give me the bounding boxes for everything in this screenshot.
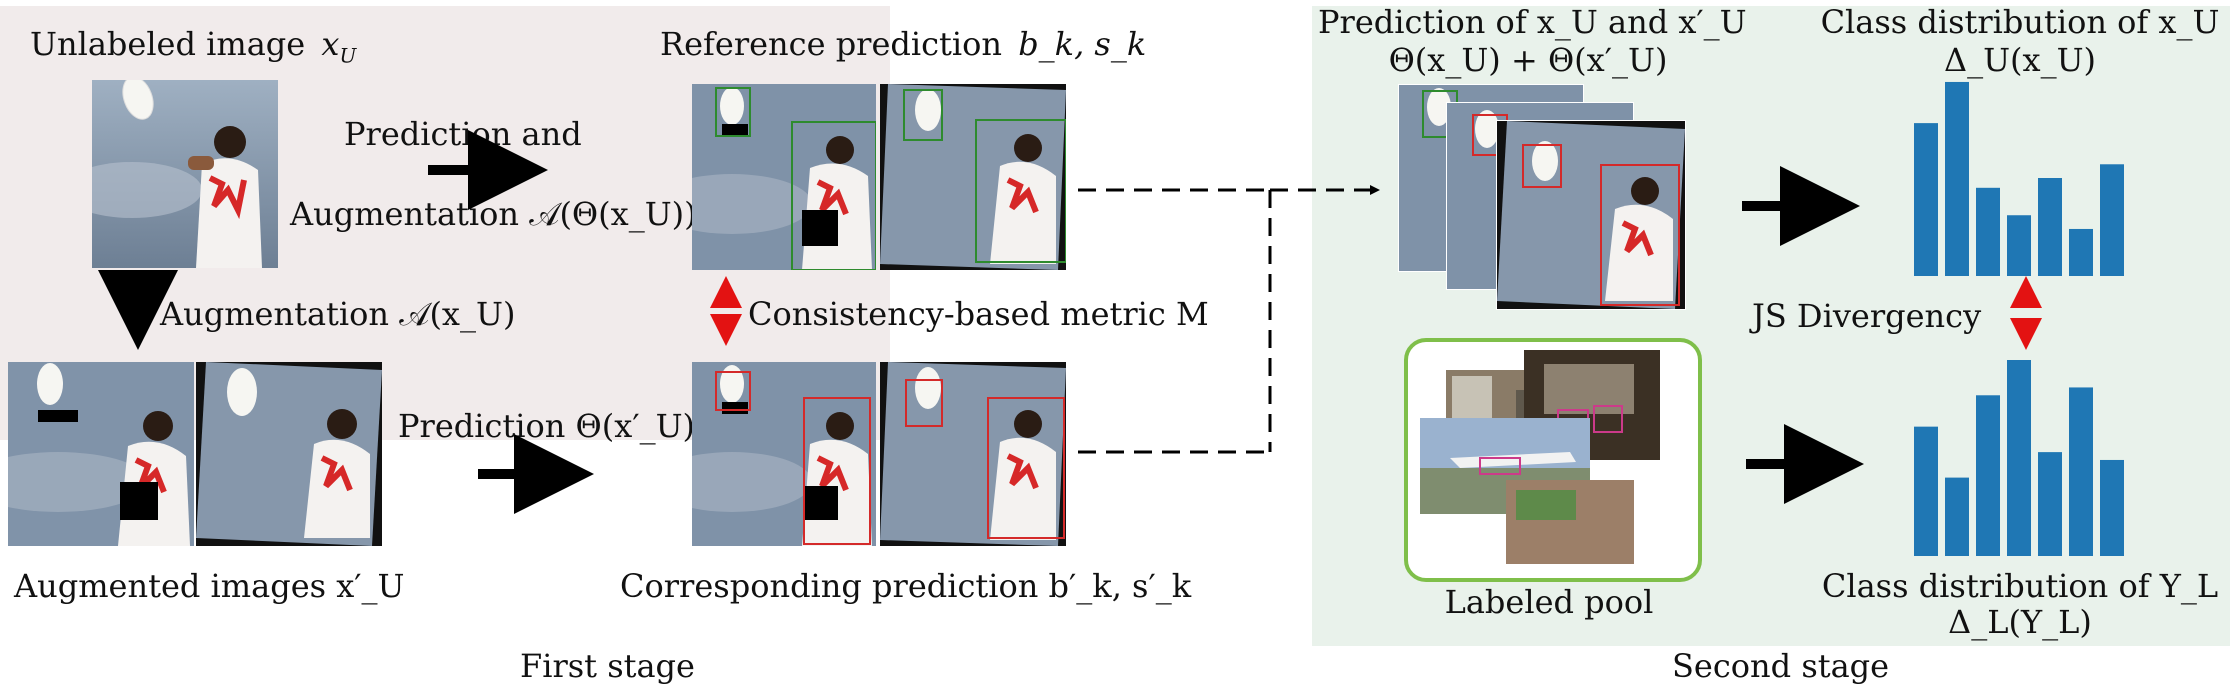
labeled-pool-label: Labeled pool	[1444, 583, 1654, 621]
consistency-metric-label: Consistency-based metric M	[748, 295, 1209, 333]
js-divergency-label: JS Divergency	[1752, 297, 1982, 335]
augmented-image-2	[196, 362, 382, 546]
prediction-of-label-line2: Θ(x_U) + Θ(x′_U)	[1388, 41, 1668, 79]
reference-prediction-image-1	[692, 84, 876, 270]
prediction-of-label-line1: Prediction of x_U and x′_U	[1318, 3, 1747, 41]
class-dist-labeled-line2: Δ_L(Y_L)	[1948, 603, 2092, 641]
unlabeled-hist-bar-6	[2069, 228, 2093, 276]
labeled-hist-bar-5	[2038, 452, 2062, 556]
class-dist-unlabeled-line2: Δ_U(x_U)	[1943, 41, 2097, 79]
labeled-hist-bar-7	[2100, 459, 2124, 556]
corresponding-prediction-label: Corresponding prediction b′_k, s′_k	[620, 567, 1192, 605]
labeled-pool-image-bottom	[1506, 480, 1634, 564]
unlabeled-image	[92, 80, 278, 268]
augmented-images-label: Augmented images x′_U	[14, 567, 405, 605]
second-stage-caption: Second stage	[1672, 647, 1890, 685]
augmentation-label: Augmentation 𝒜(x_U)	[160, 295, 516, 333]
labeled-hist-bar-4	[2007, 360, 2031, 556]
reference-prediction-image-2	[880, 84, 1066, 270]
unlabeled-image-label: Unlabeled image xU	[30, 25, 357, 68]
labeled-hist-bar-2	[1945, 477, 1969, 556]
dashed-connector	[1078, 185, 1380, 454]
class-dist-labeled-line1: Class distribution of Y_L	[1821, 567, 2219, 605]
first-stage-caption: First stage	[520, 647, 695, 685]
unlabeled-hist-bar-2	[1945, 81, 1969, 277]
reference-prediction-label: Reference prediction b_k, s_k	[660, 25, 1147, 63]
stacked-prediction-image-3	[1496, 120, 1686, 310]
unlabeled-hist-bar-5	[2038, 178, 2062, 276]
labeled-hist-bar-1	[1914, 426, 1938, 556]
unlabeled-hist-bar-4	[2007, 215, 2031, 276]
histogram-labeled	[1914, 360, 2124, 556]
corresponding-prediction-image-1	[692, 362, 876, 546]
labeled-hist-bar-6	[2069, 387, 2093, 556]
class-dist-unlabeled-line1: Class distribution of x_U	[1820, 3, 2220, 41]
augmented-image-1	[8, 362, 194, 546]
unlabeled-hist-bar-3	[1976, 187, 2000, 276]
corresponding-prediction-image-2	[880, 362, 1066, 546]
labeled-hist-bar-3	[1976, 395, 2000, 556]
unlabeled-hist-bar-7	[2100, 164, 2124, 276]
unlabeled-hist-bar-1	[1914, 123, 1938, 277]
histogram-unlabeled	[1914, 81, 2124, 277]
